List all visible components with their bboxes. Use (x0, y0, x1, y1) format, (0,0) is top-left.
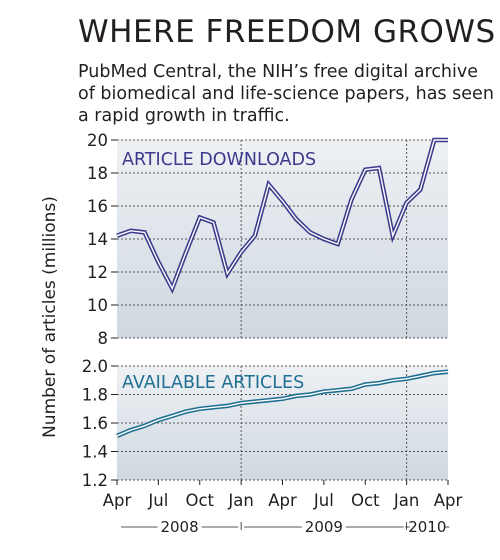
series-lines (116, 137, 449, 438)
x-tick-label: Apr (103, 491, 132, 510)
x-tick-label: Jul (147, 491, 168, 510)
y-axis-label: Number of articles (millions) (40, 196, 60, 438)
series-label-downloads: ARTICLE DOWNLOADS (122, 150, 316, 170)
year-label: 2009 (305, 518, 343, 536)
year-label: 2010 (408, 518, 446, 536)
chart-title: WHERE FREEDOM GROWS (78, 14, 496, 50)
y-tick-label-downloads: 18 (87, 164, 108, 183)
y-tick-label-downloads: 20 (87, 131, 108, 150)
x-tick-label: Apr (268, 491, 297, 510)
y-tick-label-articles: 2.0 (82, 357, 108, 376)
y-tick-label-articles: 1.4 (82, 443, 108, 462)
x-tick-label: Jul (313, 491, 334, 510)
y-tick-label-downloads: 8 (98, 329, 109, 348)
y-tick-label-articles: 1.6 (82, 414, 108, 433)
y-tick-label-articles: 1.8 (82, 386, 108, 405)
year-label: 2008 (160, 518, 198, 536)
x-tick-label: Oct (185, 491, 214, 510)
series-label-articles: AVAILABLE ARTICLES (122, 373, 304, 393)
y-tick-label-downloads: 12 (87, 263, 108, 282)
x-tick-label: Jan (227, 491, 253, 510)
y-tick-label-downloads: 10 (87, 296, 108, 315)
y-tick-label-downloads: 14 (87, 230, 108, 249)
chart-subtitle: PubMed Central, the NIH’s free digital a… (78, 62, 494, 126)
x-tick-label: Apr (434, 491, 463, 510)
y-tick-label-downloads: 16 (87, 197, 108, 216)
y-tick-label-articles: 1.2 (82, 471, 108, 490)
x-tick-label: Jan (393, 491, 419, 510)
x-tick-label: Oct (351, 491, 380, 510)
panel-backgrounds (117, 140, 448, 480)
gridlines (111, 139, 450, 530)
axis-labels: 8 10 12 14 16 18 20 ARTICLE DOWNLOADS 1.2 1.4 1.6 1… (82, 131, 463, 536)
